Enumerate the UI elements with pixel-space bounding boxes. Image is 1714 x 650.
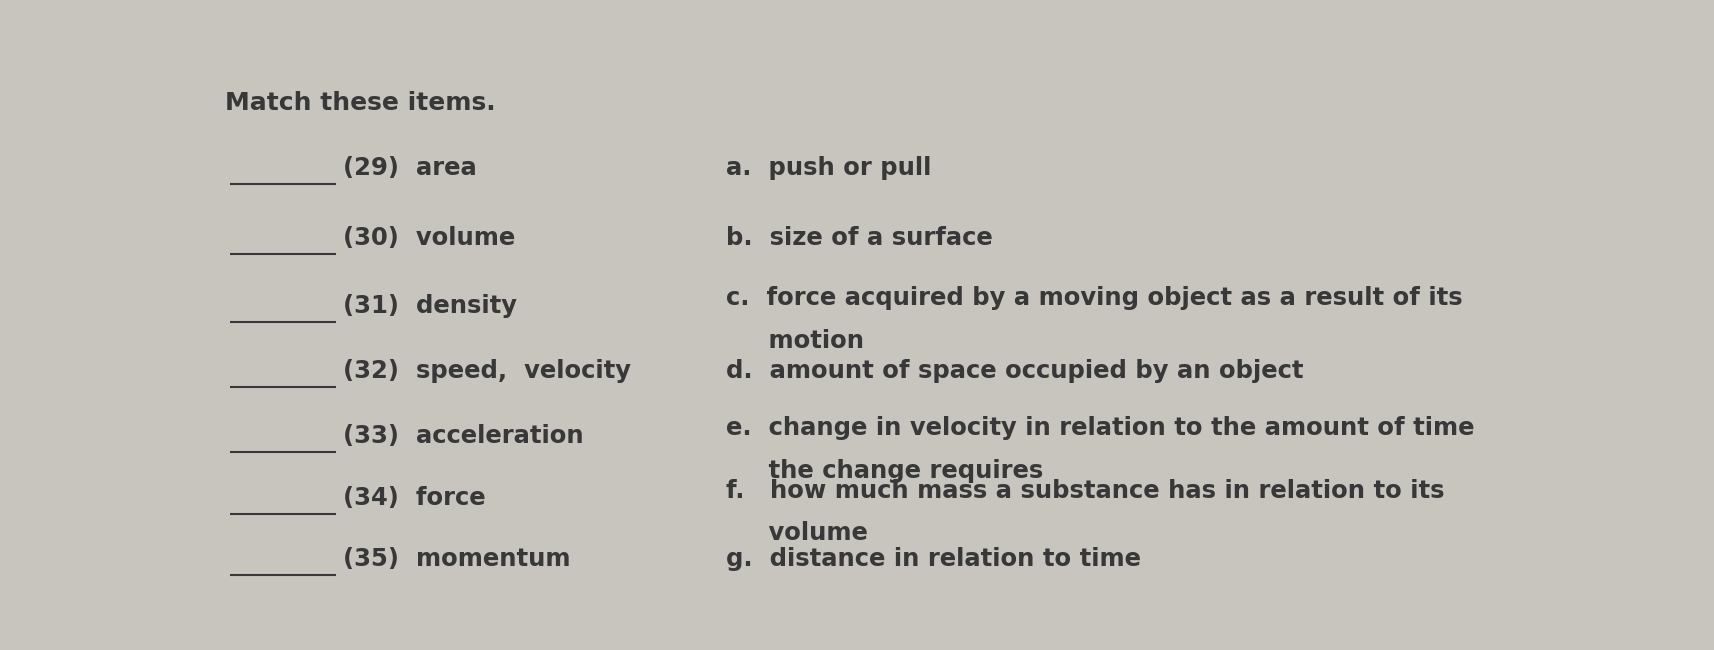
Text: (33)  acceleration: (33) acceleration bbox=[343, 424, 584, 448]
Text: (29)  area: (29) area bbox=[343, 156, 476, 180]
Text: c.  force acquired by a moving object as a result of its: c. force acquired by a moving object as … bbox=[725, 286, 1462, 310]
Text: (32)  speed,  velocity: (32) speed, velocity bbox=[343, 359, 631, 383]
Text: f.   how much mass a substance has in relation to its: f. how much mass a substance has in rela… bbox=[725, 479, 1445, 503]
Text: e.  change in velocity in relation to the amount of time: e. change in velocity in relation to the… bbox=[725, 417, 1474, 440]
Text: motion: motion bbox=[725, 329, 864, 353]
Text: (34)  force: (34) force bbox=[343, 486, 485, 510]
Text: (30)  volume: (30) volume bbox=[343, 226, 516, 250]
Text: a.  push or pull: a. push or pull bbox=[725, 156, 931, 180]
Text: the change requires: the change requires bbox=[725, 459, 1042, 483]
Text: g.  distance in relation to time: g. distance in relation to time bbox=[725, 547, 1140, 571]
Text: d.  amount of space occupied by an object: d. amount of space occupied by an object bbox=[725, 359, 1303, 383]
Text: (31)  density: (31) density bbox=[343, 294, 518, 318]
Text: Match these items.: Match these items. bbox=[225, 90, 495, 114]
Text: (35)  momentum: (35) momentum bbox=[343, 547, 571, 571]
Text: b.  size of a surface: b. size of a surface bbox=[725, 226, 992, 250]
Text: volume: volume bbox=[725, 521, 867, 545]
